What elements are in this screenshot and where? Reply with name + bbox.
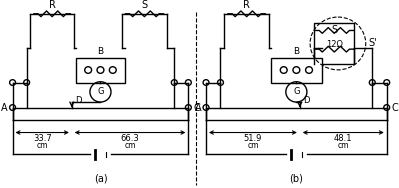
Text: 33.7: 33.7 [33, 134, 51, 143]
Text: A: A [194, 102, 201, 113]
Text: 51.9: 51.9 [244, 134, 262, 143]
Text: cm: cm [36, 141, 48, 150]
Text: 12Ω: 12Ω [326, 40, 343, 49]
Text: D: D [303, 96, 309, 105]
Text: 48.1: 48.1 [334, 134, 352, 143]
Text: cm: cm [124, 141, 136, 150]
Text: 66.3: 66.3 [121, 134, 140, 143]
Text: R: R [243, 0, 250, 10]
Bar [271, 58, 322, 83]
Bar [314, 23, 354, 64]
Text: G: G [293, 87, 300, 96]
Text: G: G [97, 87, 104, 96]
Bar [76, 58, 125, 83]
Text: R: R [49, 0, 55, 10]
Text: S: S [331, 25, 338, 35]
Text: (b): (b) [289, 173, 303, 183]
Text: C: C [193, 102, 200, 113]
Text: C: C [392, 102, 398, 113]
Text: B: B [293, 47, 299, 56]
Text: cm: cm [338, 141, 349, 150]
Text: (a): (a) [94, 173, 107, 183]
Text: B: B [97, 47, 103, 56]
Text: A: A [1, 102, 8, 113]
Text: S': S' [369, 39, 377, 49]
Text: S: S [141, 0, 148, 10]
Text: D: D [75, 96, 81, 105]
Text: cm: cm [247, 141, 259, 150]
